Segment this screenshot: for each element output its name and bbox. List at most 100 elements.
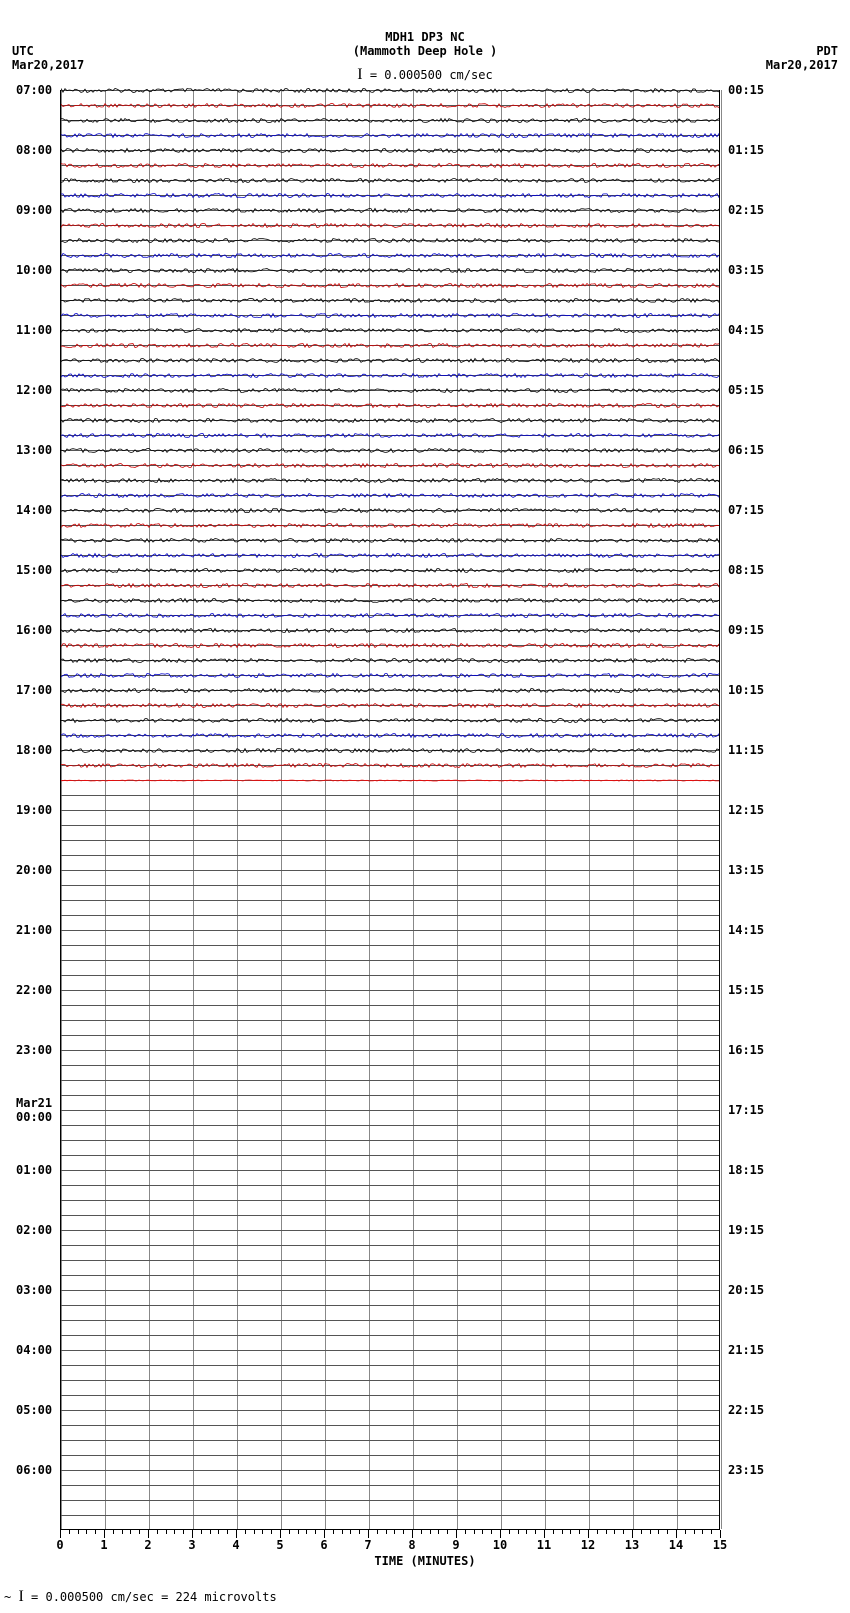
x-tick-major xyxy=(236,1530,237,1538)
utc-hour-label: 19:00 xyxy=(16,803,52,817)
x-tick-major xyxy=(148,1530,149,1538)
trace-row xyxy=(61,720,719,735)
pdt-hour-label: 13:15 xyxy=(728,863,764,877)
trace-row xyxy=(61,765,719,780)
trace-row xyxy=(61,285,719,300)
utc-hour-label: 14:00 xyxy=(16,503,52,517)
utc-hour-label: Mar21 00:00 xyxy=(16,1096,52,1124)
utc-hour-label: 05:00 xyxy=(16,1403,52,1417)
pdt-hour-label: 02:15 xyxy=(728,203,764,217)
x-tick-major xyxy=(192,1530,193,1538)
x-tick-major xyxy=(60,1530,61,1538)
x-tick-minor xyxy=(210,1530,211,1534)
trace-row xyxy=(61,660,719,675)
trace-row xyxy=(61,270,719,285)
trace-row xyxy=(61,1410,719,1425)
trace-row xyxy=(61,120,719,135)
trace-row xyxy=(61,1065,719,1080)
x-tick-major xyxy=(544,1530,545,1538)
trace-row xyxy=(61,1230,719,1245)
trace-row xyxy=(61,945,719,960)
trace-row xyxy=(61,1440,719,1455)
x-tick-minor xyxy=(315,1530,316,1534)
trace-row xyxy=(61,465,719,480)
utc-hour-label: 11:00 xyxy=(16,323,52,337)
pdt-hour-label: 11:15 xyxy=(728,743,764,757)
x-tick-label: 14 xyxy=(669,1538,683,1552)
footer-prefix-icon: ~ xyxy=(4,1590,11,1604)
x-tick-minor xyxy=(157,1530,158,1534)
trace-row xyxy=(61,330,719,345)
pdt-hour-label: 17:15 xyxy=(728,1103,764,1117)
x-tick-label: 4 xyxy=(232,1538,239,1552)
trace-row xyxy=(61,525,719,540)
scale-indicator: I = 0.000500 cm/sec xyxy=(0,65,850,84)
trace-row xyxy=(61,1050,719,1065)
utc-hour-label: 03:00 xyxy=(16,1283,52,1297)
trace-row xyxy=(61,1485,719,1500)
trace-row xyxy=(61,630,719,645)
x-tick-minor xyxy=(614,1530,615,1534)
pdt-hour-label: 01:15 xyxy=(728,143,764,157)
trace-row xyxy=(61,570,719,585)
x-tick-label: 2 xyxy=(144,1538,151,1552)
x-tick-label: 8 xyxy=(408,1538,415,1552)
x-tick-minor xyxy=(518,1530,519,1534)
utc-hour-label: 17:00 xyxy=(16,683,52,697)
trace-row xyxy=(61,210,719,225)
x-tick-minor xyxy=(350,1530,351,1534)
x-tick-minor xyxy=(447,1530,448,1534)
pdt-hour-label: 10:15 xyxy=(728,683,764,697)
trace-row xyxy=(61,480,719,495)
vgrid-line xyxy=(721,90,722,1529)
trace-row xyxy=(61,1305,719,1320)
x-tick-minor xyxy=(403,1530,404,1534)
x-tick-minor xyxy=(342,1530,343,1534)
pdt-hour-label: 03:15 xyxy=(728,263,764,277)
x-tick-minor xyxy=(623,1530,624,1534)
trace-row xyxy=(61,1215,719,1230)
trace-row xyxy=(61,1395,719,1410)
x-tick-label: 1 xyxy=(100,1538,107,1552)
footer-bar-icon: I xyxy=(18,1588,23,1605)
x-tick-minor xyxy=(711,1530,712,1534)
trace-row xyxy=(61,810,719,825)
trace-row xyxy=(61,915,719,930)
x-tick-minor xyxy=(86,1530,87,1534)
pdt-hour-label: 22:15 xyxy=(728,1403,764,1417)
trace-row xyxy=(61,870,719,885)
x-tick-minor xyxy=(562,1530,563,1534)
utc-hour-label: 22:00 xyxy=(16,983,52,997)
trace-row xyxy=(61,450,719,465)
pdt-hour-label: 18:15 xyxy=(728,1163,764,1177)
trace-row xyxy=(61,1425,719,1440)
x-tick-major xyxy=(720,1530,721,1538)
utc-hour-label: 15:00 xyxy=(16,563,52,577)
utc-hour-label: 21:00 xyxy=(16,923,52,937)
trace-row xyxy=(61,1350,719,1365)
utc-hour-label: 01:00 xyxy=(16,1163,52,1177)
x-tick-label: 6 xyxy=(320,1538,327,1552)
pdt-hour-label: 09:15 xyxy=(728,623,764,637)
trace-row xyxy=(61,1170,719,1185)
seismogram-container: UTC Mar20,2017 PDT Mar20,2017 MDH1 DP3 N… xyxy=(0,0,850,1613)
pdt-hour-label: 08:15 xyxy=(728,563,764,577)
trace-row xyxy=(61,1005,719,1020)
trace-row xyxy=(61,1095,719,1110)
trace-row xyxy=(61,990,719,1005)
trace-row xyxy=(61,750,719,765)
x-tick-minor xyxy=(438,1530,439,1534)
trace-row xyxy=(61,390,719,405)
trace-row xyxy=(61,1110,719,1125)
x-tick-minor xyxy=(491,1530,492,1534)
trace-row xyxy=(61,1140,719,1155)
trace-row xyxy=(61,180,719,195)
x-tick-minor xyxy=(271,1530,272,1534)
x-tick-minor xyxy=(359,1530,360,1534)
x-tick-minor xyxy=(113,1530,114,1534)
trace-row xyxy=(61,1020,719,1035)
x-tick-minor xyxy=(650,1530,651,1534)
x-tick-minor xyxy=(139,1530,140,1534)
x-tick-minor xyxy=(95,1530,96,1534)
x-tick-label: 12 xyxy=(581,1538,595,1552)
